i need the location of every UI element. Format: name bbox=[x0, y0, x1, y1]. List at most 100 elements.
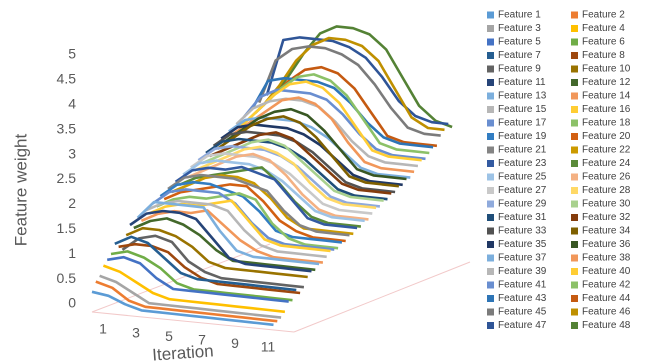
legend-label: Feature 47 bbox=[498, 320, 547, 331]
series-line bbox=[102, 264, 286, 314]
legend-label: Feature 19 bbox=[498, 131, 547, 142]
series-line bbox=[106, 255, 289, 303]
y-tick-label: 3.5 bbox=[57, 120, 77, 136]
legend-swatch bbox=[571, 187, 578, 194]
series-line bbox=[257, 45, 441, 137]
legend-swatch bbox=[571, 295, 578, 302]
legend-label: Feature 48 bbox=[582, 320, 631, 331]
legend-swatch bbox=[487, 187, 494, 194]
legend-label: Feature 1 bbox=[498, 10, 541, 21]
legend-label: Feature 15 bbox=[498, 104, 547, 115]
y-tick-label: 4 bbox=[68, 96, 76, 112]
legend-label: Feature 12 bbox=[582, 77, 631, 88]
series-line bbox=[91, 290, 274, 327]
legend-label: Feature 39 bbox=[498, 266, 547, 277]
legend-swatch bbox=[487, 133, 494, 140]
y-tick-label: 0.5 bbox=[57, 270, 77, 286]
legend-swatch bbox=[571, 173, 578, 181]
series-line bbox=[136, 200, 320, 266]
legend-swatch bbox=[571, 52, 578, 59]
legend-swatch bbox=[487, 119, 494, 127]
series-line bbox=[114, 235, 297, 292]
legend-swatch bbox=[571, 133, 578, 140]
y-tick-label: 4.5 bbox=[57, 71, 77, 87]
series-line bbox=[95, 280, 278, 323]
legend-label: Feature 30 bbox=[582, 199, 631, 210]
legend-swatch bbox=[487, 25, 494, 32]
series-line bbox=[133, 217, 316, 272]
legend-swatch bbox=[487, 38, 494, 46]
series-line bbox=[209, 131, 392, 195]
legend-swatch bbox=[487, 92, 494, 100]
legend-swatch bbox=[571, 92, 578, 100]
legend-label: Feature 35 bbox=[498, 239, 547, 250]
legend-swatch bbox=[487, 227, 494, 235]
legend-swatch bbox=[571, 308, 578, 316]
legend-swatch bbox=[571, 241, 578, 248]
legend-swatch bbox=[571, 146, 578, 154]
legend-swatch bbox=[487, 268, 494, 275]
series-line bbox=[186, 152, 369, 221]
y-tick-label: 1 bbox=[68, 245, 76, 261]
legend-swatch bbox=[487, 322, 494, 329]
legend-swatch bbox=[487, 254, 494, 262]
series-line bbox=[194, 145, 377, 210]
legend-label: Feature 27 bbox=[498, 185, 547, 196]
y-tick-label: 2.5 bbox=[57, 170, 77, 186]
legend-label: Feature 21 bbox=[498, 145, 547, 156]
legend-swatch bbox=[571, 200, 578, 208]
legend-swatch bbox=[487, 241, 494, 248]
y-tick-label: 3 bbox=[68, 145, 76, 161]
legend-label: Feature 40 bbox=[582, 266, 631, 277]
x-tick-label: 11 bbox=[261, 339, 276, 355]
legend-label: Feature 8 bbox=[582, 50, 625, 61]
legend-swatch bbox=[487, 106, 494, 113]
series-line bbox=[216, 115, 400, 188]
legend-label: Feature 34 bbox=[582, 226, 631, 237]
legend-swatch bbox=[571, 79, 578, 86]
series-line bbox=[167, 173, 350, 237]
series-line bbox=[190, 152, 373, 215]
series-line bbox=[99, 274, 282, 319]
y-axis-title: Feature weight bbox=[11, 133, 30, 246]
series-line bbox=[144, 199, 327, 259]
legend-label: Feature 43 bbox=[498, 293, 547, 304]
series-line bbox=[121, 234, 305, 289]
legend-label: Feature 11 bbox=[498, 77, 546, 88]
floor-edge bbox=[91, 311, 295, 333]
y-tick-label: 5 bbox=[68, 46, 76, 62]
legend-label: Feature 26 bbox=[582, 172, 631, 183]
legend-swatch bbox=[487, 146, 494, 154]
legend-label: Feature 44 bbox=[582, 293, 631, 304]
y-tick-label: 0 bbox=[68, 295, 76, 311]
legend-label: Feature 32 bbox=[582, 212, 631, 223]
legend-swatch bbox=[487, 200, 494, 208]
legend-swatch bbox=[571, 254, 578, 262]
legend-label: Feature 29 bbox=[498, 199, 547, 210]
legend-label: Feature 9 bbox=[498, 64, 541, 75]
y-tick-label: 1.5 bbox=[57, 220, 77, 236]
series-line bbox=[239, 80, 422, 162]
series-line bbox=[261, 36, 445, 132]
legend-swatch bbox=[571, 11, 578, 19]
x-tick-label: 3 bbox=[132, 324, 140, 340]
legend-label: Feature 6 bbox=[582, 37, 625, 48]
series-line bbox=[265, 36, 449, 126]
floor bbox=[91, 243, 471, 333]
series-line bbox=[182, 159, 365, 223]
legend-label: Feature 18 bbox=[582, 118, 631, 129]
legend-label: Feature 33 bbox=[498, 226, 547, 237]
legend-label: Feature 28 bbox=[582, 185, 631, 196]
legend-label: Feature 4 bbox=[582, 23, 625, 34]
legend-label: Feature 13 bbox=[498, 91, 547, 102]
legend-swatch bbox=[571, 281, 578, 289]
legend-label: Feature 38 bbox=[582, 253, 631, 264]
legend-label: Feature 46 bbox=[582, 307, 631, 318]
legend-swatch bbox=[487, 65, 494, 73]
legend-swatch bbox=[571, 25, 578, 32]
legend-swatch bbox=[487, 295, 494, 302]
series-line bbox=[250, 76, 434, 149]
legend-label: Feature 20 bbox=[582, 131, 631, 142]
series-line bbox=[224, 107, 407, 181]
legend-swatch bbox=[571, 38, 578, 46]
